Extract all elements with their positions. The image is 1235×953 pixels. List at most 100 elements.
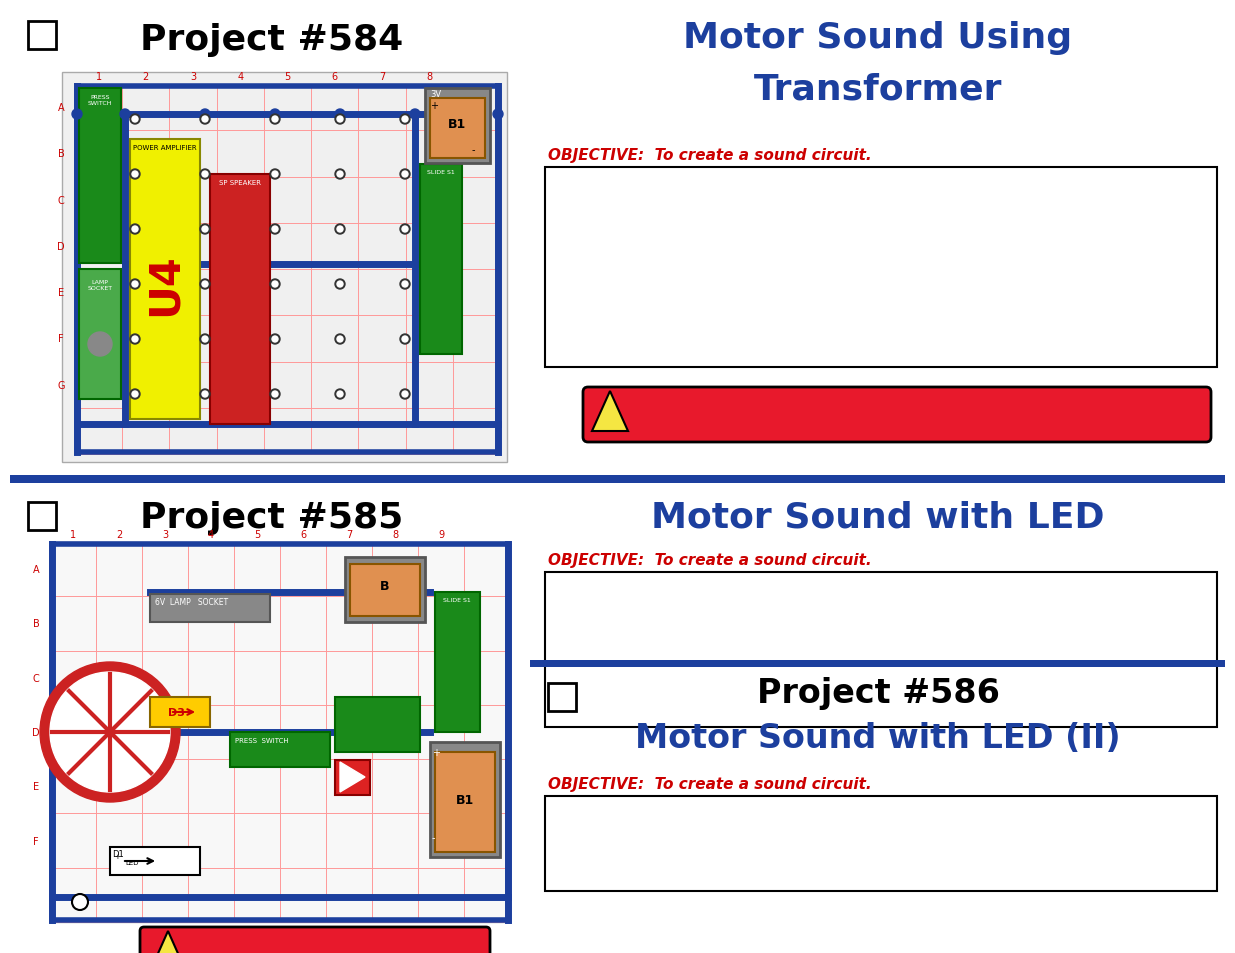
Text: A: A bbox=[32, 564, 40, 575]
FancyBboxPatch shape bbox=[335, 698, 420, 752]
Circle shape bbox=[270, 280, 280, 290]
Text: PRESS  SWITCH: PRESS SWITCH bbox=[235, 738, 289, 743]
FancyBboxPatch shape bbox=[420, 165, 462, 355]
Text: OBJECTIVE:  To create a sound circuit.: OBJECTIVE: To create a sound circuit. bbox=[548, 553, 872, 567]
Circle shape bbox=[337, 172, 343, 178]
Circle shape bbox=[203, 172, 207, 178]
Circle shape bbox=[130, 115, 140, 125]
Circle shape bbox=[203, 336, 207, 343]
Text: 2: 2 bbox=[143, 71, 149, 82]
FancyBboxPatch shape bbox=[548, 683, 576, 711]
Circle shape bbox=[400, 335, 410, 345]
Text: +: + bbox=[114, 853, 120, 859]
Text: OBJECTIVE:  To create a sound circuit.: OBJECTIVE: To create a sound circuit. bbox=[548, 148, 872, 163]
Circle shape bbox=[403, 117, 408, 123]
Text: E: E bbox=[58, 288, 64, 298]
Circle shape bbox=[132, 227, 138, 233]
Circle shape bbox=[200, 110, 210, 120]
FancyBboxPatch shape bbox=[28, 22, 56, 50]
Text: 5: 5 bbox=[284, 71, 290, 82]
Circle shape bbox=[132, 336, 138, 343]
Text: 4: 4 bbox=[237, 71, 243, 82]
FancyBboxPatch shape bbox=[583, 388, 1212, 442]
Circle shape bbox=[335, 110, 345, 120]
Circle shape bbox=[335, 170, 345, 180]
Circle shape bbox=[49, 672, 170, 792]
Text: 8: 8 bbox=[391, 530, 398, 539]
Circle shape bbox=[270, 225, 280, 234]
Circle shape bbox=[270, 115, 280, 125]
Circle shape bbox=[203, 282, 207, 288]
Text: LAMP
SOCKET: LAMP SOCKET bbox=[88, 280, 112, 291]
Circle shape bbox=[400, 280, 410, 290]
Circle shape bbox=[200, 335, 210, 345]
Circle shape bbox=[203, 227, 207, 233]
Text: SLIDE S1: SLIDE S1 bbox=[443, 598, 471, 602]
Circle shape bbox=[400, 390, 410, 399]
FancyBboxPatch shape bbox=[10, 476, 1225, 483]
Text: 2: 2 bbox=[116, 530, 122, 539]
Circle shape bbox=[200, 170, 210, 180]
Circle shape bbox=[400, 115, 410, 125]
Text: C: C bbox=[58, 195, 64, 206]
FancyBboxPatch shape bbox=[149, 595, 270, 622]
Text: 5: 5 bbox=[254, 530, 261, 539]
Text: U4: U4 bbox=[144, 253, 186, 316]
Text: F: F bbox=[33, 836, 38, 845]
Circle shape bbox=[200, 280, 210, 290]
Circle shape bbox=[132, 117, 138, 123]
Circle shape bbox=[272, 392, 278, 397]
Text: Motor Sound with LED (II): Motor Sound with LED (II) bbox=[635, 721, 1121, 755]
Circle shape bbox=[337, 336, 343, 343]
Circle shape bbox=[493, 110, 503, 120]
FancyBboxPatch shape bbox=[545, 573, 1216, 727]
FancyBboxPatch shape bbox=[335, 760, 370, 795]
Text: 3: 3 bbox=[190, 71, 196, 82]
Text: +: + bbox=[430, 101, 438, 111]
Text: 4: 4 bbox=[207, 530, 214, 539]
Circle shape bbox=[400, 170, 410, 180]
FancyBboxPatch shape bbox=[140, 927, 490, 953]
Circle shape bbox=[130, 390, 140, 399]
Circle shape bbox=[335, 115, 345, 125]
Circle shape bbox=[120, 110, 130, 120]
Text: B: B bbox=[58, 150, 64, 159]
Text: 1: 1 bbox=[95, 71, 101, 82]
Text: D: D bbox=[57, 242, 64, 252]
Circle shape bbox=[270, 110, 280, 120]
Text: Project #585: Project #585 bbox=[141, 500, 404, 535]
Circle shape bbox=[200, 115, 210, 125]
Text: 3: 3 bbox=[162, 530, 168, 539]
Circle shape bbox=[270, 170, 280, 180]
Text: D3: D3 bbox=[168, 707, 185, 718]
Circle shape bbox=[335, 335, 345, 345]
FancyBboxPatch shape bbox=[62, 73, 508, 462]
Circle shape bbox=[400, 225, 410, 234]
Text: Transformer: Transformer bbox=[753, 73, 1003, 107]
Circle shape bbox=[403, 336, 408, 343]
Circle shape bbox=[272, 227, 278, 233]
Text: Project #584: Project #584 bbox=[141, 23, 404, 57]
FancyBboxPatch shape bbox=[425, 89, 490, 164]
FancyBboxPatch shape bbox=[149, 698, 210, 727]
Text: 8: 8 bbox=[426, 71, 432, 82]
Text: 1: 1 bbox=[70, 530, 77, 539]
Circle shape bbox=[403, 227, 408, 233]
Text: OBJECTIVE:  To create a sound circuit.: OBJECTIVE: To create a sound circuit. bbox=[548, 776, 872, 791]
Text: B1: B1 bbox=[456, 794, 474, 806]
Circle shape bbox=[132, 392, 138, 397]
Text: B: B bbox=[32, 618, 40, 629]
Circle shape bbox=[403, 282, 408, 288]
Text: B: B bbox=[380, 579, 390, 593]
Text: E: E bbox=[33, 781, 40, 791]
FancyBboxPatch shape bbox=[345, 558, 425, 622]
Text: +: + bbox=[432, 747, 440, 758]
Text: C: C bbox=[32, 673, 40, 683]
Circle shape bbox=[403, 172, 408, 178]
FancyBboxPatch shape bbox=[545, 168, 1216, 368]
FancyBboxPatch shape bbox=[110, 847, 200, 875]
Text: 7: 7 bbox=[346, 530, 352, 539]
Circle shape bbox=[337, 227, 343, 233]
Circle shape bbox=[335, 225, 345, 234]
FancyBboxPatch shape bbox=[28, 502, 56, 531]
